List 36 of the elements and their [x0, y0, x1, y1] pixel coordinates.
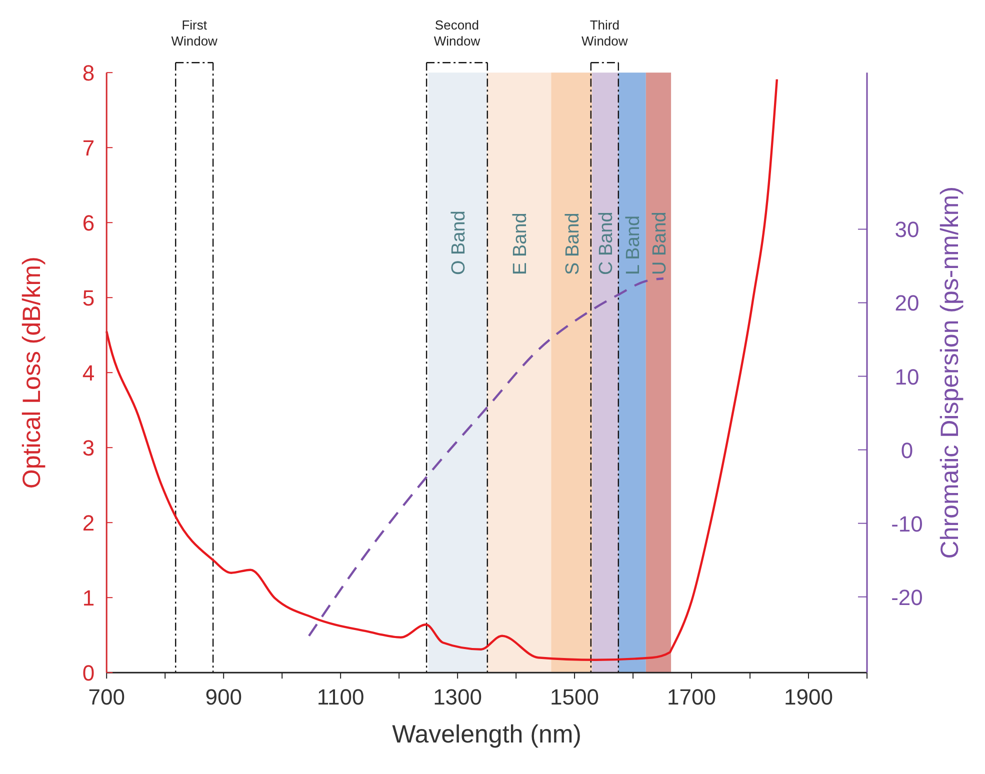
x-tick-label: 1100 [316, 684, 364, 710]
ref-line-label: First Window [171, 18, 218, 49]
y-tick-label: 5 [82, 286, 95, 311]
band-label: O Band [448, 210, 470, 275]
y2-tick-label: 0 [900, 438, 914, 463]
y-tick-label: 7 [82, 136, 95, 161]
band-label: E Band [510, 212, 531, 275]
y2-tick-label: 30 [894, 217, 920, 242]
y-axis-title: Optical Loss (dB/km) [18, 256, 46, 489]
band-label: L Band [623, 215, 644, 275]
line-series [106, 78, 778, 661]
band-label: S Band [562, 212, 584, 275]
y2-tick-label: -10 [891, 511, 923, 536]
x-tick-label: 1900 [784, 684, 833, 710]
y-tick-label: 1 [82, 586, 95, 611]
y2-tick-label: 10 [894, 364, 920, 390]
x-tick-label: 1300 [433, 684, 482, 710]
y-tick-label: 4 [82, 360, 95, 386]
x-tick-label: 1500 [550, 684, 600, 710]
y-tick-label: 6 [82, 210, 95, 236]
x-tick-label: 900 [205, 684, 242, 710]
y2-axis-title: Chromatic Dispersion (ps-nm/km) [936, 186, 964, 559]
line-series [308, 277, 665, 637]
x-tick-label: 1700 [667, 684, 716, 710]
band-label: C Band [596, 212, 618, 275]
y-tick-label: 0 [82, 660, 95, 686]
band-label: U Band [649, 212, 670, 275]
x-axis-title: Wavelength (nm) [392, 720, 582, 749]
ref-line-label: Second Window [434, 18, 481, 49]
x-tick-label: 700 [88, 684, 125, 710]
y-tick-label: 2 [82, 510, 95, 536]
y-tick-label: 8 [82, 60, 95, 86]
y-tick-label: 3 [82, 436, 95, 461]
y2-tick-label: -20 [891, 584, 923, 610]
ref-line-label: Third Window [582, 18, 628, 49]
y2-tick-label: 20 [894, 290, 920, 316]
